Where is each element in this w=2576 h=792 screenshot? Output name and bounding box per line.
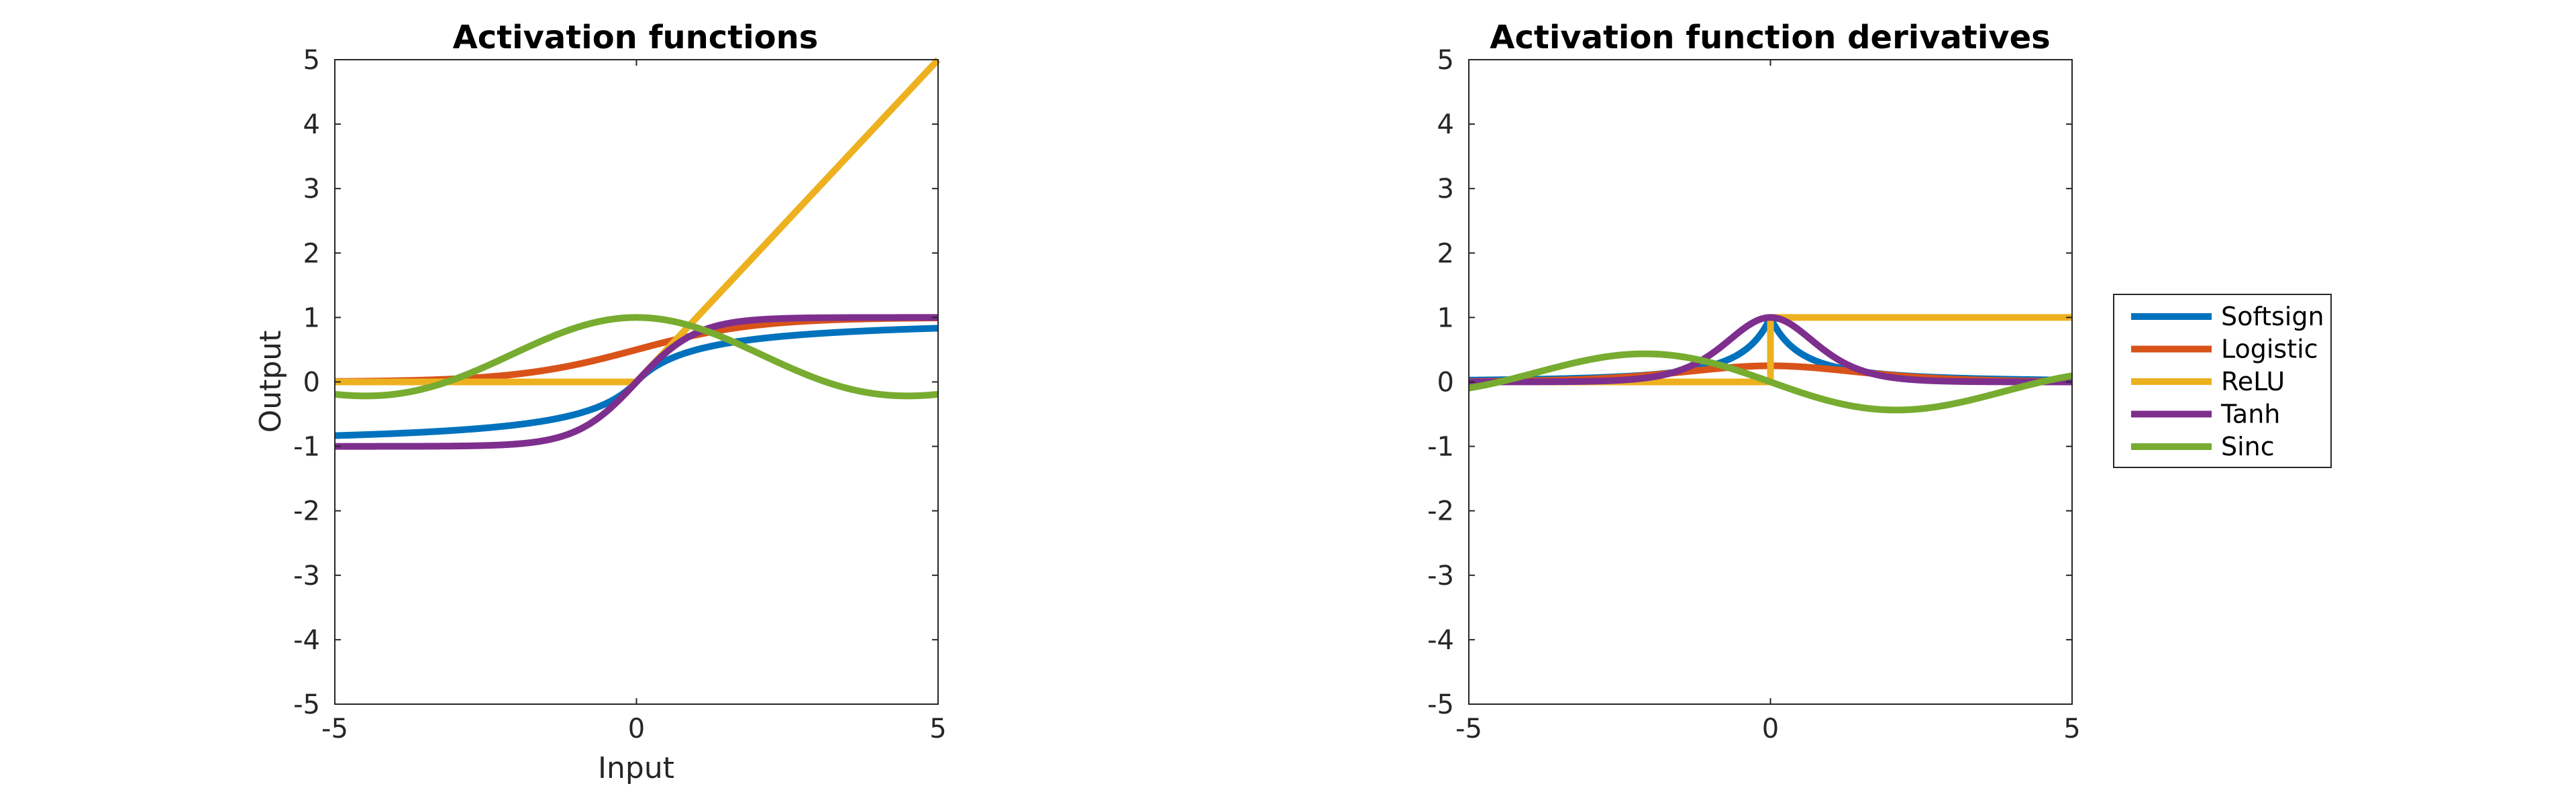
left-chart-title: Activation functions	[453, 19, 819, 56]
legend-items: Softsign Logistic ReLU Tanh Sinc	[2131, 302, 2324, 461]
left-chart-ticks: -5 -4 -3 -2 -1 0 1 2 3 4 5 -5 0 5	[293, 45, 947, 744]
right-chart-x-tick-label: 5	[2063, 714, 2080, 744]
legend-label-relu: ReLU	[2221, 367, 2285, 396]
legend-label-softsign: Softsign	[2221, 302, 2324, 331]
right-chart-series-tanh	[1466, 314, 2075, 386]
left-chart-x-tick-label: 5	[929, 714, 946, 744]
right-chart-series-lines	[1466, 314, 2075, 414]
right-chart-series-sinc	[1466, 350, 2075, 414]
legend-label-logistic: Logistic	[2221, 335, 2318, 364]
left-chart-x-axis-label: Input	[598, 751, 674, 785]
left-chart-y-tick-label: 0	[303, 367, 320, 398]
right-chart: Activation function derivatives -5 -4 -3 -2…	[1427, 19, 2081, 744]
legend-label-tanh: Tanh	[2220, 400, 2280, 429]
right-chart-y-tick-label: -2	[1427, 496, 1454, 527]
right-chart-x-tick-label: -5	[1455, 714, 1482, 744]
right-chart-y-tick-label: 4	[1437, 109, 1454, 140]
right-chart-y-tick-label: -3	[1427, 561, 1454, 591]
left-chart-x-tick-label: 0	[628, 714, 645, 744]
left-chart-y-tick-label: -5	[293, 689, 320, 720]
right-chart-ticks: -5 -4 -3 -2 -1 0 1 2 3 4 5 -5 0 5	[1427, 45, 2081, 744]
right-chart-series-relu	[1466, 314, 2075, 386]
left-chart-y-tick-label: 2	[303, 238, 320, 269]
right-chart-y-tick-label: 3	[1437, 174, 1454, 205]
right-chart-x-tick-label: 0	[1762, 714, 1779, 744]
right-chart-y-tick-label: 5	[1437, 45, 1454, 76]
right-chart-plot-area	[1466, 59, 2075, 705]
left-chart-y-tick-label: 1	[303, 302, 320, 333]
left-chart-x-tick-label: -5	[321, 714, 348, 744]
left-chart-y-tick-label: -2	[293, 496, 320, 527]
right-chart-title: Activation function derivatives	[1490, 19, 2050, 56]
left-chart-y-tick-label: 3	[303, 174, 320, 205]
left-chart-y-tick-label: -3	[293, 561, 320, 591]
right-chart-y-tick-label: 0	[1437, 367, 1454, 398]
right-chart-y-tick-label: -4	[1427, 625, 1454, 656]
left-chart-y-tick-label: 5	[303, 45, 320, 76]
left-chart-y-tick-label: -4	[293, 625, 320, 656]
left-chart-series-lines	[332, 57, 941, 450]
legend-label-sinc: Sinc	[2221, 432, 2275, 461]
left-chart-series-tanh	[332, 314, 941, 450]
right-chart-y-tick-label: 2	[1437, 238, 1454, 269]
left-chart-y-axis-label: Output	[254, 331, 288, 433]
right-chart-y-tick-label: -1	[1427, 432, 1454, 463]
right-chart-y-tick-label: -5	[1427, 689, 1454, 720]
left-chart-series-sinc	[332, 314, 941, 400]
left-chart-series-logistic	[332, 315, 941, 385]
legend: Softsign Logistic ReLU Tanh Sinc	[2113, 294, 2332, 468]
left-chart-plot-area	[332, 57, 941, 705]
left-chart: Activation functions -5 -4 -3 -2 -1 0 1 2 3 4 5 -5 0…	[254, 19, 947, 785]
left-chart-y-tick-label: 4	[303, 109, 320, 140]
right-chart-y-tick-label: 1	[1437, 302, 1454, 333]
left-chart-y-tick-label: -1	[293, 432, 320, 463]
